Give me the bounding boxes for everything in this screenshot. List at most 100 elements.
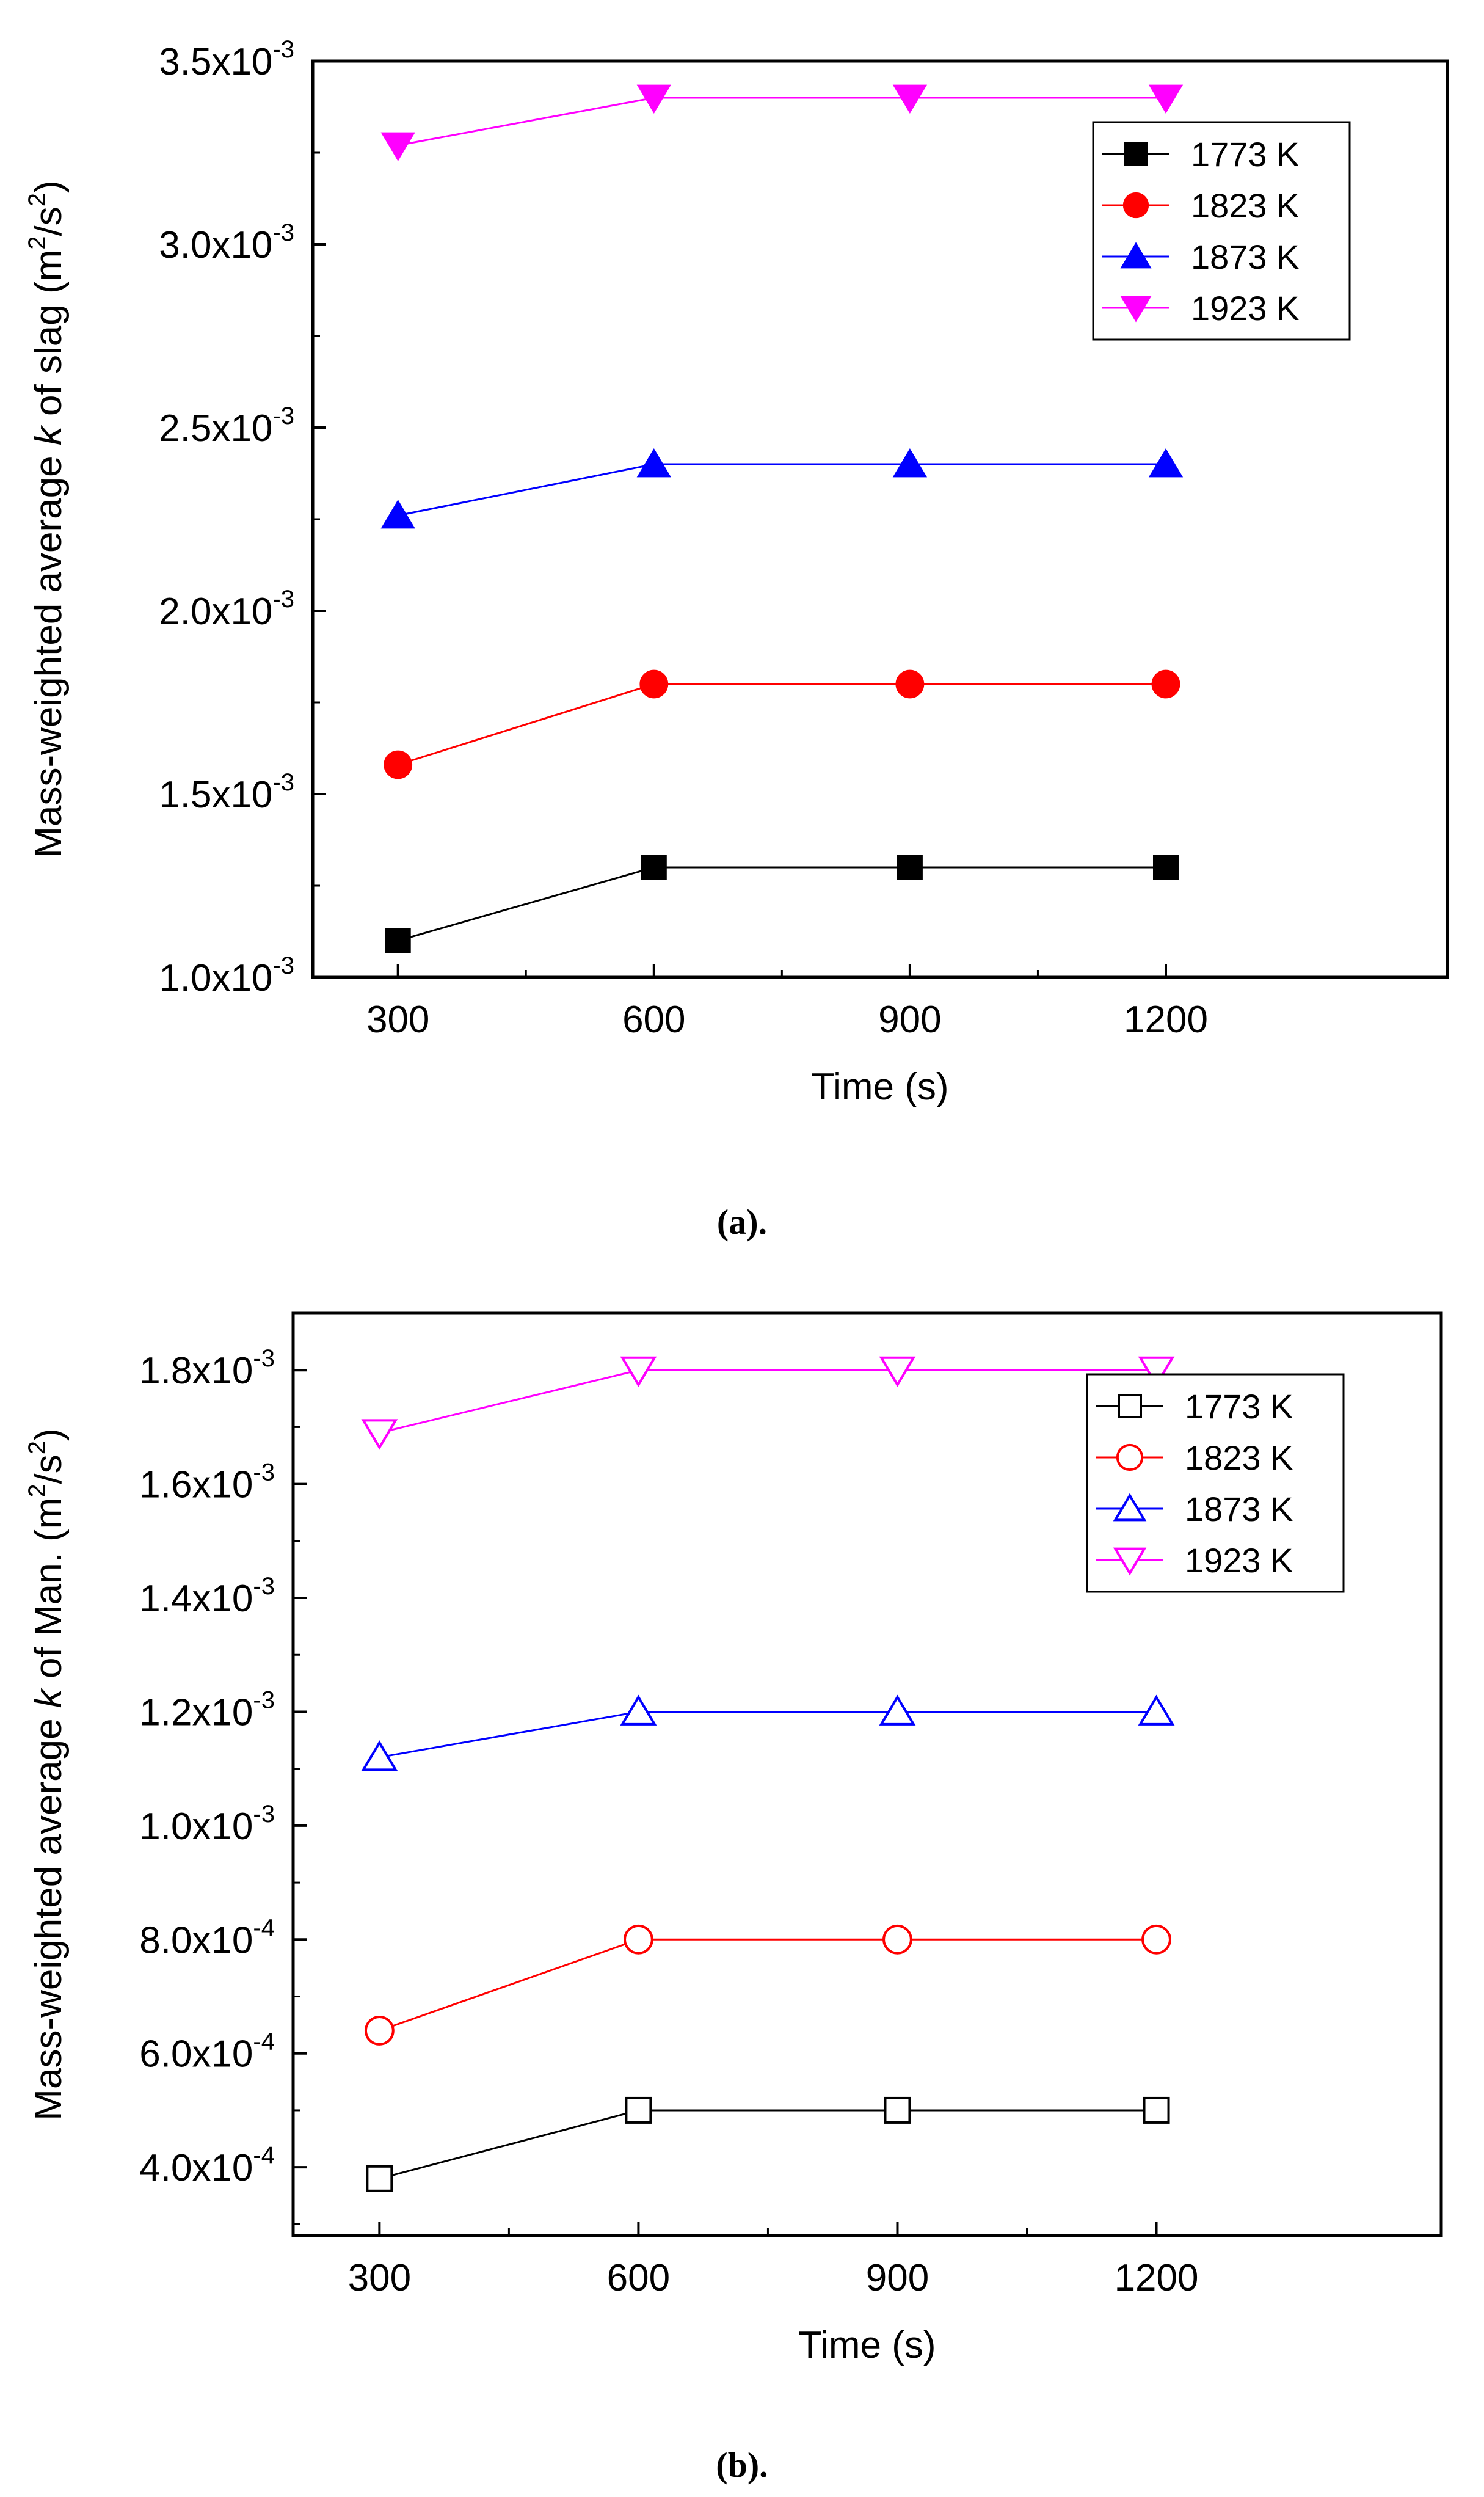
y-tick-mantissa: 1.6x10 <box>139 1464 253 1506</box>
y-tick-exponent: -3 <box>253 1801 275 1828</box>
y-axis-title: Mass-weighted average k of Man. (m2/s2) <box>24 1428 70 2120</box>
data-point <box>364 2016 395 2046</box>
data-point <box>620 1694 657 1726</box>
y-tick-mantissa: 2.0x10 <box>159 591 272 633</box>
data-point <box>895 669 925 699</box>
y-axis-title-italic: k <box>27 1687 70 1708</box>
y-axis-title-italic: k <box>27 425 70 445</box>
figure-caption: (a). <box>717 1202 767 1242</box>
data-point <box>1138 1694 1175 1726</box>
y-tick-mantissa: 4.0x10 <box>139 2147 253 2189</box>
legend: 1773 K 1823 K 1873 K 1923 K <box>1086 1373 1345 1593</box>
chart-b: 300 600 900 12004.0x10-46.0x10-48.0x10-41.0… <box>24 1311 1443 2485</box>
y-tick-exponent: -3 <box>253 1459 275 1486</box>
legend-marker <box>1120 296 1152 323</box>
data-point <box>892 448 928 478</box>
legend-item: 1773 K <box>1102 135 1300 173</box>
series-line <box>379 2109 1157 2180</box>
y-axis-title-part: of Man. (m <box>27 1498 70 1690</box>
legend-label: 1923 K <box>1191 289 1300 327</box>
data-point <box>636 448 671 478</box>
series-line <box>379 1710 1157 1759</box>
y-axis-title-part: /s <box>27 206 70 236</box>
legend-marker <box>1113 1547 1147 1576</box>
y-tick-mantissa: 3.5x10 <box>159 41 272 83</box>
y-tick-label: 1.0x10-3 <box>139 1801 275 1848</box>
y-tick-label: 1.2x10-3 <box>139 1686 275 1733</box>
legend-item: 1923 K <box>1096 1541 1293 1580</box>
y-axis-title-part: ) <box>27 180 70 193</box>
series-line <box>379 1369 1157 1434</box>
legend-marker <box>1118 1394 1142 1418</box>
y-tick-mantissa: 8.0x10 <box>139 1919 253 1961</box>
y-axis-title-part: /s <box>27 1454 70 1484</box>
legend-item: 1923 K <box>1102 289 1300 327</box>
x-tick-label: 600 <box>622 999 685 1041</box>
data-point <box>1143 2096 1170 2124</box>
y-tick-exponent: -3 <box>272 219 294 246</box>
legend: 1773 K 1823 K 1873 K 1923 K <box>1092 121 1351 341</box>
y-tick-label: 4.0x10-4 <box>139 2142 275 2189</box>
x-tick-label: 300 <box>366 999 429 1041</box>
series-line <box>398 97 1166 147</box>
y-tick-mantissa: 1.8x10 <box>139 1350 253 1392</box>
x-tick-label: 300 <box>348 2257 411 2299</box>
y-axis-title-part: Mass-weighted average <box>27 1708 70 2120</box>
legend-marker <box>1113 1493 1147 1522</box>
y-tick-label: 3.0x10-3 <box>159 219 294 266</box>
data-point <box>879 1356 916 1388</box>
x-axis-title: Time (s) <box>812 1066 949 1108</box>
series-line <box>398 683 1166 766</box>
data-point <box>620 1356 657 1388</box>
legend-item: 1773 K <box>1096 1387 1293 1426</box>
data-point <box>380 500 415 529</box>
y-tick-exponent: -3 <box>272 403 294 429</box>
data-point <box>1141 1924 1171 1955</box>
legend-label: 1823 K <box>1185 1438 1293 1477</box>
legend-label: 1773 K <box>1185 1387 1293 1426</box>
plot-frame <box>291 1311 1443 2237</box>
y-axis-title-part: Mass-weighted average <box>27 445 70 858</box>
y-axis-title-sup: 2 <box>24 193 51 206</box>
y-tick-exponent: -3 <box>253 1573 275 1600</box>
y-tick-mantissa: 1.2x10 <box>139 1691 253 1733</box>
series-line <box>379 1938 1157 2032</box>
legend-item: 1823 K <box>1096 1438 1293 1477</box>
y-tick-label: 1.5x10-3 <box>159 769 294 816</box>
data-point <box>366 2165 393 2192</box>
y-tick-exponent: -3 <box>272 769 294 796</box>
legend-marker <box>1122 192 1149 219</box>
y-axis-title-part: ) <box>27 1428 70 1441</box>
x-tick-label: 900 <box>878 999 941 1041</box>
y-axis-title: Mass-weighted average k of slag (m2/s2) <box>24 180 70 858</box>
y-tick-label: 2.0x10-3 <box>159 586 294 633</box>
y-axis-title-part: of slag (m <box>27 250 70 426</box>
data-point <box>1148 84 1184 114</box>
figure-caption: (b). <box>716 2445 768 2485</box>
legend-marker <box>1124 142 1148 166</box>
data-point <box>361 1740 398 1771</box>
series-line <box>398 866 1166 942</box>
legend-label: 1773 K <box>1191 135 1300 173</box>
y-axis-title-sup: 2 <box>24 1484 51 1497</box>
y-tick-exponent: -3 <box>272 586 294 613</box>
y-tick-label: 1.6x10-3 <box>139 1459 275 1506</box>
data-point <box>1151 669 1180 699</box>
data-point <box>884 2096 911 2124</box>
y-tick-mantissa: 6.0x10 <box>139 2033 253 2076</box>
y-tick-mantissa: 1.5x10 <box>159 774 272 816</box>
legend-label: 1823 K <box>1191 186 1300 225</box>
y-tick-label: 6.0x10-4 <box>139 2029 275 2076</box>
y-tick-label: 1.0x10-3 <box>159 952 294 999</box>
series-line <box>398 463 1166 517</box>
y-tick-label: 1.4x10-3 <box>139 1573 275 1620</box>
x-tick-label: 600 <box>607 2257 670 2299</box>
y-tick-mantissa: 1.4x10 <box>139 1578 253 1620</box>
y-tick-exponent: -3 <box>253 1345 275 1372</box>
data-point <box>641 855 667 880</box>
y-tick-exponent: -4 <box>253 1914 275 1941</box>
x-tick-label: 900 <box>866 2257 929 2299</box>
x-axis-title: Time (s) <box>799 2324 936 2366</box>
chart-a: 300 600 900 12001.0x10-31.5x10-32.0x10-32.5… <box>24 36 1449 1242</box>
data-point <box>1152 855 1179 880</box>
